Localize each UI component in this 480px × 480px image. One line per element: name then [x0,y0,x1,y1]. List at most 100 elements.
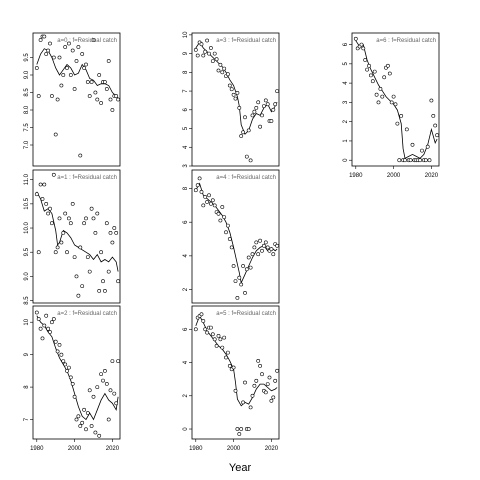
data-point [429,98,434,103]
data-point [44,201,49,206]
data-point [395,121,400,126]
data-point [252,383,257,388]
data-point [387,71,392,76]
data-point [433,123,438,128]
data-point [93,230,98,235]
y-tick-label: 2 [183,393,189,397]
series-line [36,191,119,272]
data-point [271,395,276,400]
data-point [353,36,358,41]
data-point [70,48,75,53]
data-point [201,319,206,323]
data-point [205,38,210,43]
data-point [68,221,73,226]
data-point [193,327,198,332]
y-tick-label: 8.5 [24,296,30,305]
data-point [74,417,79,422]
data-point [241,130,246,135]
panel-frame [191,169,280,304]
data-point [399,114,404,118]
data-point [208,46,213,50]
data-point [53,132,58,137]
data-point [108,97,113,102]
y-tick-label: 0 [183,427,189,431]
data-point [65,66,69,70]
data-point [82,407,87,412]
data-point [34,310,39,315]
data-point [222,335,227,340]
data-point [97,433,102,438]
data-point [214,57,219,62]
data-point [89,80,94,84]
series-line [36,48,119,99]
panel-2: 7 8 9 10 1980 2000 2020 a=2 : f=Residual catch [24,305,121,452]
y-tick-label: 7.5 [24,123,30,132]
data-point [403,158,407,163]
data-point [378,87,383,91]
data-point [51,55,56,60]
panel-title: a=5 : f=Residual catch [216,311,276,317]
data-point [116,359,121,364]
data-point [48,330,52,334]
data-point [231,92,236,97]
panel-3: 3 4 5 6 7 8 9 10 a=3 : f=Residual catch [183,31,280,168]
y-tick-label: 7.0 [24,140,30,149]
data-point [258,238,263,243]
data-point [210,59,215,64]
data-point [87,94,92,98]
figure-xlabel: Year [229,462,252,474]
data-point [95,97,100,102]
data-point [99,250,104,255]
data-point [110,359,115,364]
data-point [110,240,115,245]
data-point [212,51,217,56]
data-point [269,119,274,123]
data-point [104,221,109,226]
data-point [67,41,71,46]
data-point [239,427,244,431]
data-point [36,94,41,98]
data-point [207,51,211,56]
data-point [224,230,228,235]
series-line [195,182,278,285]
data-point [263,240,268,245]
data-point [99,101,104,105]
data-point [382,75,387,80]
data-point [84,62,88,67]
data-point [91,394,96,399]
data-point [254,240,259,245]
data-point [260,113,264,118]
data-point [229,87,234,92]
y-tick-label: 11.0 [24,173,30,185]
data-point [103,368,107,373]
data-point [235,295,240,300]
data-point [106,59,111,63]
y-tick-label: 2 [183,287,189,291]
data-point [74,274,79,279]
data-point [34,192,39,197]
data-point [269,247,274,252]
data-point [99,372,104,377]
data-point [380,94,385,99]
data-point [44,313,49,318]
y-tick-label: 6 [183,107,189,111]
data-point [393,102,398,107]
panels-group: 7.0 7.5 8.0 8.5 9.0 9.5 a=0 : f=Residual catch… [24,31,440,452]
data-point [42,182,47,187]
data-point [233,388,238,393]
data-point [222,215,227,220]
data-point [246,128,251,133]
data-point [201,53,206,58]
data-point [97,73,102,77]
x-tick-label: 1980 [30,446,44,452]
data-point [112,226,117,230]
data-point [72,255,77,260]
y-tick-label: 9.5 [24,53,30,62]
data-point [252,109,257,114]
panel-frame [32,305,121,440]
data-point [68,375,73,380]
data-point [57,55,62,60]
data-point [50,320,54,325]
data-point [195,183,200,188]
